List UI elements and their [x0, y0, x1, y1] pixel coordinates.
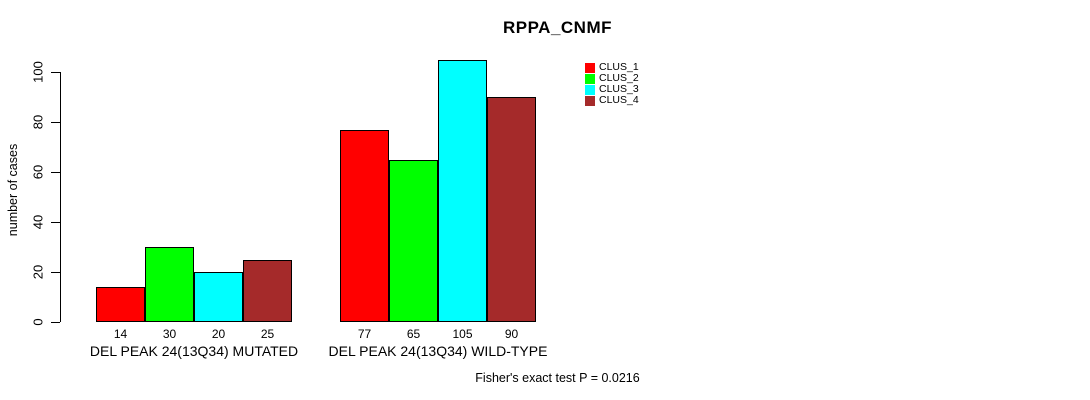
y-tick — [51, 272, 60, 273]
bar-value-label: 30 — [162, 327, 177, 341]
y-tick — [51, 72, 60, 73]
legend-label: CLUS_1 — [599, 61, 639, 73]
bar — [438, 59, 487, 322]
y-tick-label: 60 — [30, 164, 46, 180]
legend-item: CLUS_2 — [585, 73, 639, 84]
legend-label: CLUS_3 — [599, 83, 639, 95]
category-label: DEL PEAK 24(13Q34) WILD-TYPE — [328, 343, 548, 359]
legend-item: CLUS_3 — [585, 84, 639, 95]
bar — [145, 247, 194, 322]
footnote: Fisher's exact test P = 0.0216 — [475, 371, 640, 385]
category-label: DEL PEAK 24(13Q34) MUTATED — [89, 343, 299, 359]
y-tick — [51, 172, 60, 173]
legend-item: CLUS_1 — [585, 62, 639, 73]
y-axis-label: number of cases — [6, 143, 20, 237]
y-tick — [51, 122, 60, 123]
chart-title: RPPA_CNMF — [502, 18, 613, 37]
bar — [243, 259, 292, 322]
y-tick-label: 20 — [30, 264, 46, 280]
legend-color-swatch — [585, 84, 595, 95]
bar — [194, 272, 243, 322]
y-tick-label: 0 — [30, 318, 46, 326]
bar-value-label: 90 — [504, 327, 519, 341]
bar — [389, 159, 438, 322]
legend-color-swatch — [585, 95, 595, 106]
legend-color-swatch — [585, 62, 595, 73]
bar-value-label: 25 — [260, 327, 275, 341]
legend-color-swatch — [585, 73, 595, 84]
y-tick-label: 100 — [30, 61, 46, 83]
bar-value-label: 65 — [406, 327, 421, 341]
bar — [340, 129, 389, 322]
legend: CLUS_1 CLUS_2 CLUS_3 CLUS_4 — [585, 62, 639, 106]
legend-label: CLUS_4 — [599, 94, 639, 106]
y-tick — [51, 322, 60, 323]
y-axis-line — [60, 72, 61, 322]
bar-value-label: 14 — [113, 327, 128, 341]
legend-item: CLUS_4 — [585, 95, 639, 106]
bar-value-label: 105 — [452, 327, 473, 341]
bar-value-label: 20 — [211, 327, 226, 341]
legend-label: CLUS_2 — [599, 72, 639, 84]
y-tick-label: 40 — [30, 214, 46, 230]
bar — [487, 97, 536, 322]
y-tick — [51, 222, 60, 223]
bar-value-label: 77 — [357, 327, 372, 341]
y-tick-label: 80 — [30, 114, 46, 130]
bar — [96, 287, 145, 322]
